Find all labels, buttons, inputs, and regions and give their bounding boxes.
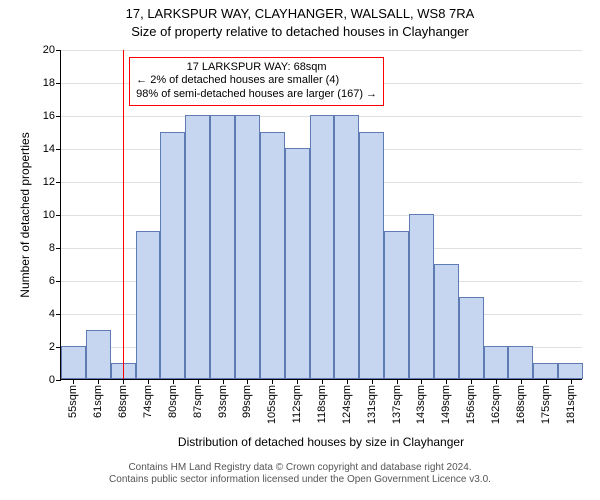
histogram-bar [359, 132, 384, 380]
ytick-label: 4 [49, 308, 61, 320]
annotation-line: 17 LARKSPUR WAY: 68sqm [136, 61, 377, 75]
xtick-label: 61sqm [92, 379, 104, 418]
xtick-label: 68sqm [117, 379, 129, 418]
ytick-label: 8 [49, 242, 61, 254]
xtick-label: 124sqm [341, 379, 353, 424]
xtick-label: 156sqm [465, 379, 477, 424]
xtick-label: 118sqm [316, 379, 328, 423]
histogram-bar [459, 297, 484, 380]
xtick-label: 93sqm [217, 379, 229, 418]
reference-line [123, 50, 124, 379]
chart-title-line2: Size of property relative to detached ho… [0, 24, 600, 39]
footer-line2: Contains public sector information licen… [0, 474, 600, 486]
ytick-label: 2 [49, 341, 61, 353]
xtick-label: 175sqm [540, 379, 552, 424]
histogram-bar [533, 363, 558, 380]
xtick-label: 55sqm [67, 379, 79, 418]
histogram-bar [409, 214, 434, 379]
footer-text: Contains HM Land Registry data © Crown c… [0, 462, 600, 486]
annotation-line: 98% of semi-detached houses are larger (… [136, 88, 377, 102]
xtick-label: 168sqm [515, 379, 527, 424]
x-axis-label: Distribution of detached houses by size … [60, 435, 582, 449]
grid-line [61, 50, 582, 51]
xtick-label: 112sqm [291, 379, 303, 423]
histogram-bar [484, 346, 509, 379]
ytick-label: 20 [43, 44, 61, 56]
xtick-label: 87sqm [192, 379, 204, 418]
ytick-label: 0 [49, 374, 61, 386]
histogram-bar [285, 148, 310, 379]
xtick-label: 99sqm [241, 379, 253, 418]
histogram-bar [434, 264, 459, 380]
xtick-label: 80sqm [167, 379, 179, 418]
ytick-label: 14 [43, 143, 61, 155]
histogram-bar [235, 115, 260, 379]
histogram-bar [136, 231, 161, 380]
histogram-bar [558, 363, 583, 380]
xtick-label: 162sqm [490, 379, 502, 424]
property-size-histogram: 17, LARKSPUR WAY, CLAYHANGER, WALSALL, W… [0, 0, 600, 500]
ytick-label: 18 [43, 77, 61, 89]
histogram-bar [185, 115, 210, 379]
xtick-label: 181sqm [565, 379, 577, 424]
xtick-label: 131sqm [366, 379, 378, 424]
xtick-label: 137sqm [391, 379, 403, 424]
chart-title-line1: 17, LARKSPUR WAY, CLAYHANGER, WALSALL, W… [0, 6, 600, 21]
histogram-bar [160, 132, 185, 380]
annotation-box: 17 LARKSPUR WAY: 68sqm← 2% of detached h… [129, 57, 384, 106]
plot-area: 0246810121416182055sqm61sqm68sqm74sqm80s… [60, 50, 582, 380]
histogram-bar [508, 346, 533, 379]
ytick-label: 6 [49, 275, 61, 287]
histogram-bar [260, 132, 285, 380]
histogram-bar [61, 346, 86, 379]
footer-line1: Contains HM Land Registry data © Crown c… [0, 462, 600, 474]
histogram-bar [384, 231, 409, 380]
histogram-bar [210, 115, 235, 379]
xtick-label: 143sqm [415, 379, 427, 424]
ytick-label: 16 [43, 110, 61, 122]
histogram-bar [86, 330, 111, 380]
histogram-bar [310, 115, 335, 379]
xtick-label: 105sqm [266, 379, 278, 424]
histogram-bar [334, 115, 359, 379]
xtick-label: 149sqm [440, 379, 452, 424]
y-axis-label: Number of detached properties [18, 50, 32, 380]
ytick-label: 10 [43, 209, 61, 221]
annotation-line: ← 2% of detached houses are smaller (4) [136, 74, 377, 88]
xtick-label: 74sqm [142, 379, 154, 418]
ytick-label: 12 [43, 176, 61, 188]
